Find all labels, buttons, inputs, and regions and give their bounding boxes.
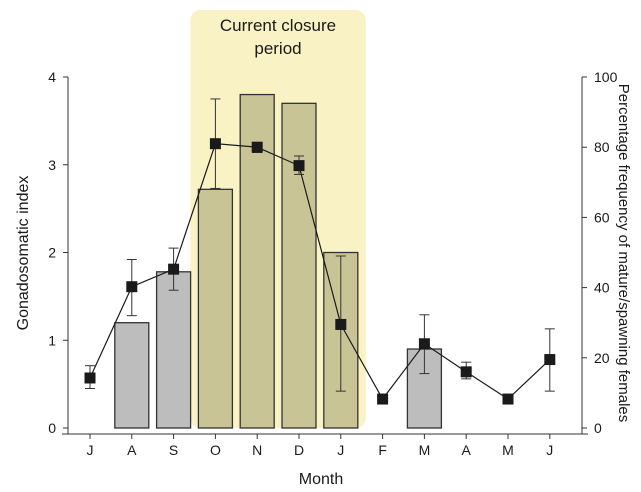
data-point-6	[335, 318, 347, 330]
data-point-1	[126, 281, 138, 293]
x-tick-label-0: J	[87, 442, 94, 458]
x-tick-label-11: J	[546, 442, 553, 458]
left-tick-label-1: 1	[48, 332, 56, 348]
right-tick-label-0: 0	[594, 420, 602, 436]
left-tick-label-3: 3	[48, 157, 56, 173]
bar-5	[281, 102, 317, 429]
bar-3	[197, 188, 234, 429]
data-point-8	[418, 338, 430, 350]
data-point-10	[502, 393, 514, 405]
data-point-9	[460, 366, 472, 378]
bar-2	[155, 271, 192, 429]
right-tick-label-4: 80	[594, 139, 610, 155]
right-axis-title: Percentage frequency of mature/spawning …	[615, 84, 632, 423]
closure-label-line2: period	[254, 39, 301, 58]
data-point-2	[168, 263, 180, 275]
x-tick-label-10: M	[502, 442, 514, 458]
x-tick-label-9: A	[462, 442, 472, 458]
gsi-line	[89, 143, 551, 401]
right-tick-label-1: 20	[594, 350, 610, 366]
data-point-3	[209, 138, 221, 150]
data-point-5	[293, 160, 305, 172]
x-tick-label-4: N	[252, 442, 262, 458]
closure-label-line1: Current closure	[220, 16, 336, 35]
data-point-4	[251, 141, 263, 153]
right-tick-label-5: 100	[594, 69, 618, 85]
left-tick-label-2: 2	[48, 245, 56, 261]
x-tick-label-2: S	[169, 442, 178, 458]
left-axis-title: Gonadosomatic index	[15, 176, 32, 331]
closure-band	[190, 10, 366, 428]
bar-4	[239, 93, 275, 429]
right-tick-label-3: 60	[594, 209, 610, 225]
x-tick-label-3: O	[210, 442, 221, 458]
data-point-7	[377, 393, 389, 405]
x-tick-label-1: A	[127, 442, 137, 458]
left-tick-label-4: 4	[48, 69, 56, 85]
x-tick-label-6: J	[337, 442, 344, 458]
x-tick-label-5: D	[294, 442, 304, 458]
bar-1	[114, 322, 150, 429]
left-tick-label-0: 0	[48, 420, 56, 436]
right-tick-label-2: 40	[594, 280, 610, 296]
x-tick-label-8: M	[419, 442, 431, 458]
data-point-11	[544, 354, 556, 366]
data-point-0	[84, 372, 96, 384]
x-axis-title: Month	[299, 471, 343, 488]
x-tick-label-7: F	[378, 442, 387, 458]
